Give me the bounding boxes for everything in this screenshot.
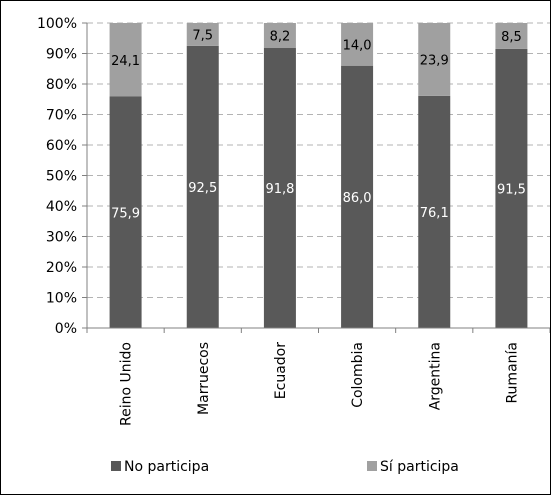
- bar-segment: [109, 23, 142, 97]
- bar-segment: [263, 23, 296, 49]
- x-category-label: Marruecos: [196, 342, 212, 415]
- data-label: 86,0: [343, 191, 372, 206]
- bars: [109, 23, 528, 329]
- y-tick-label: 100%: [37, 16, 77, 32]
- bar-segment: [263, 48, 296, 328]
- data-labels: 75,9 24,1 92,5 7,5 91,8 8,2 86,0 14,0 76,1 23,9 91…: [111, 28, 526, 221]
- y-tick-label: 80%: [46, 77, 77, 93]
- y-tick-label: 30%: [46, 230, 77, 246]
- data-label: 23,9: [420, 53, 449, 68]
- y-tick-label: 50%: [46, 169, 77, 185]
- legend-label: No participa: [124, 459, 209, 475]
- y-tick-label: 20%: [46, 260, 77, 276]
- bar-segment: [186, 23, 219, 46]
- data-label: 91,5: [497, 182, 526, 197]
- x-category-label: Ecuador: [273, 342, 289, 399]
- y-tick-label: 90%: [46, 47, 77, 63]
- legend-label: Sí participa: [380, 459, 459, 475]
- data-label: 92,5: [188, 181, 217, 196]
- axes: 0% 10% 20% 30% 40% 50% 60% 70% 80% 90% 100% Reino U…: [37, 16, 550, 426]
- data-label: 91,8: [265, 182, 294, 197]
- data-label: 75,9: [111, 206, 140, 221]
- y-tick-label: 60%: [46, 138, 77, 154]
- data-label: 8,2: [270, 30, 291, 45]
- bar-segment: [341, 65, 374, 328]
- data-label: 14,0: [343, 38, 372, 53]
- data-label: 7,5: [192, 28, 213, 43]
- legend-swatch: [367, 461, 377, 471]
- bar-segment: [418, 95, 451, 329]
- y-tick-label: 0%: [55, 321, 77, 337]
- bar-segment: [109, 96, 142, 328]
- bar-segment: [495, 48, 528, 329]
- data-label: 8,5: [501, 30, 522, 45]
- x-category-label: Reino Unido: [119, 342, 135, 426]
- x-category-label: Rumanía: [504, 342, 520, 404]
- bar-segment: [341, 23, 374, 66]
- y-tick-label: 40%: [46, 199, 77, 215]
- x-category-label: Colombia: [350, 342, 366, 408]
- y-tick-label: 70%: [46, 108, 77, 124]
- x-category-label: Argentina: [427, 342, 443, 410]
- y-tick-label: 10%: [46, 291, 77, 307]
- data-label: 24,1: [111, 54, 140, 69]
- data-label: 76,1: [420, 206, 449, 221]
- bar-segment: [186, 45, 219, 328]
- bar-segment: [418, 23, 451, 96]
- gridlines: [87, 22, 550, 298]
- legend: No participa Sí participa: [111, 459, 459, 475]
- bar-segment: [495, 23, 528, 49]
- legend-swatch: [111, 461, 121, 471]
